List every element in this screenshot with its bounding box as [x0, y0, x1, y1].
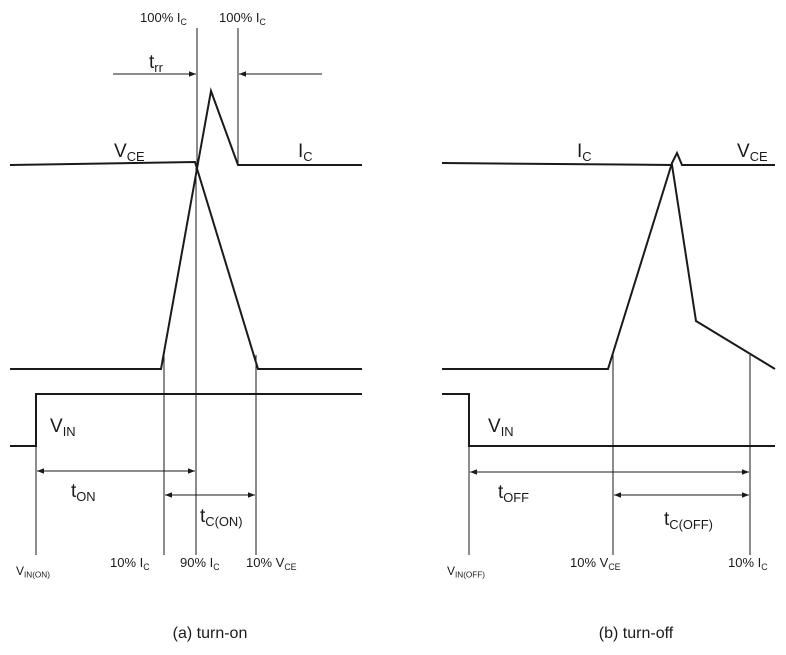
ic-waveform-turn-off: [441, 162, 776, 370]
label-vce-turn-on: VCE: [114, 141, 145, 164]
label-ton: tON: [71, 481, 96, 504]
label-10vce-turn-off: 10% VCE: [570, 555, 621, 572]
label-vin-turn-on: VIN: [50, 416, 76, 439]
label-10ic: 10% IC: [110, 555, 150, 572]
turn-off-diagram: IC VCE VIN tOFF tC(OFF) VIN(OFF) 10% VCE…: [441, 141, 776, 642]
caption-turn-on: (a) turn-on: [173, 625, 248, 642]
label-trr: trr: [149, 52, 164, 75]
caption-turn-off: (b) turn-off: [599, 625, 674, 642]
label-vin-off: VIN(OFF): [447, 564, 485, 580]
label-vce-turn-off: VCE: [737, 141, 768, 164]
vin-waveform-turn-on: [10, 393, 362, 447]
vce-waveform-turn-off: [442, 150, 775, 370]
label-tc-on: tC(ON): [200, 506, 243, 529]
label-toff: tOFF: [498, 482, 529, 505]
label-10ic-turn-off: 10% IC: [728, 555, 768, 572]
label-vin-on: VIN(ON): [16, 564, 50, 580]
label-tc-off: tC(OFF): [664, 509, 713, 532]
label-100ic-left: 100% IC: [140, 10, 188, 27]
ic-waveform-turn-on: [10, 87, 362, 370]
label-90ic: 90% IC: [180, 555, 220, 572]
turn-on-diagram: 100% IC 100% IC trr VCE IC VIN tON tC(ON…: [9, 10, 362, 642]
label-vin-turn-off: VIN: [488, 416, 514, 439]
label-ic-turn-off: IC: [577, 141, 592, 164]
vce-waveform-turn-on: [9, 160, 362, 370]
label-100ic-right: 100% IC: [219, 10, 267, 27]
label-10vce-turn-on: 10% VCE: [246, 555, 297, 572]
label-ic-turn-on: IC: [298, 141, 313, 164]
vin-waveform-turn-off: [442, 393, 775, 447]
